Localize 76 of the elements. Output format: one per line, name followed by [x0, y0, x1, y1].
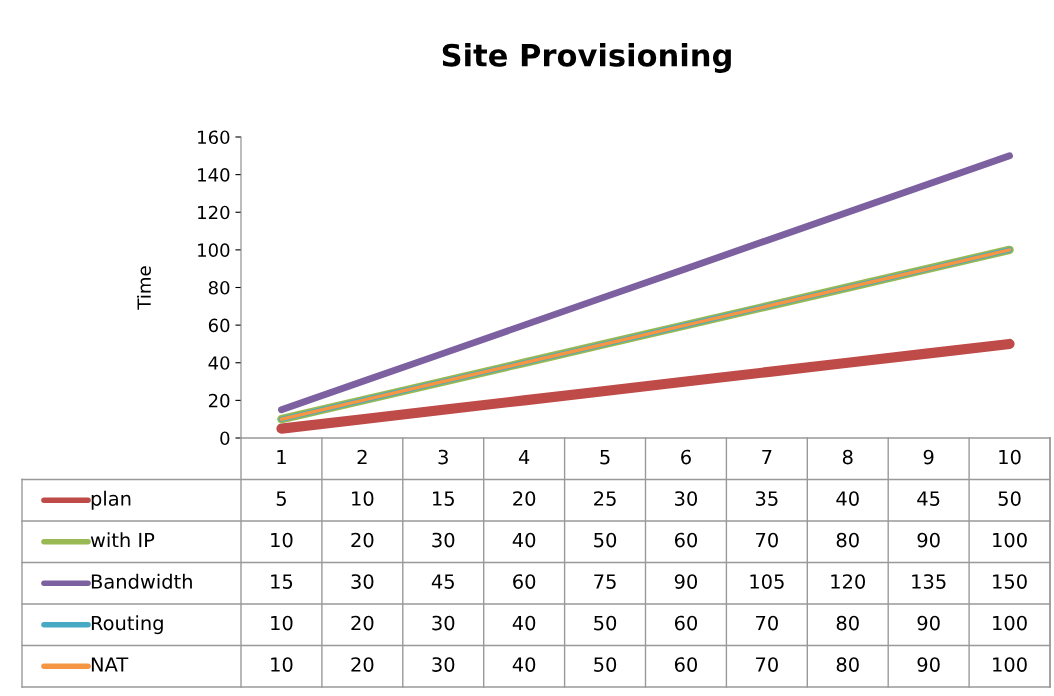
- data-label: 80: [836, 657, 859, 672]
- x-tick-label: 10: [999, 449, 1021, 465]
- data-label: 60: [674, 615, 698, 631]
- data-label: 10: [271, 532, 293, 548]
- y-axis-title: Time: [136, 266, 151, 310]
- y-tick-label: 60: [208, 318, 230, 333]
- legend-label: NAT: [91, 657, 129, 672]
- legend-label: Routing: [91, 615, 163, 635]
- data-label: 30: [432, 615, 455, 631]
- data-label: 105: [750, 574, 784, 589]
- data-label: 75: [594, 574, 616, 589]
- x-tick-label: 8: [842, 449, 853, 465]
- y-tick-label: 100: [198, 243, 230, 257]
- y-tick-label: 0: [220, 431, 230, 446]
- data-label: 60: [674, 657, 698, 672]
- data-label: 100: [993, 657, 1027, 672]
- data-label: 30: [675, 491, 698, 506]
- x-tick-label: 7: [762, 449, 772, 465]
- data-label: 20: [513, 491, 536, 506]
- data-label: 90: [917, 615, 940, 631]
- data-label: 70: [756, 615, 778, 631]
- y-tick-label: 40: [208, 356, 230, 370]
- y-tick-label: 140: [198, 168, 230, 182]
- data-label: 120: [831, 574, 866, 589]
- data-label: 150: [993, 574, 1027, 589]
- x-tick-label: 3: [438, 449, 448, 465]
- data-label: 40: [512, 615, 536, 631]
- data-label: 35: [755, 491, 778, 506]
- data-label: 50: [594, 532, 617, 548]
- data-label: 70: [756, 532, 778, 548]
- x-tick-label: 9: [923, 449, 934, 465]
- y-tick-label: 160: [198, 130, 230, 145]
- data-label: 30: [432, 532, 455, 548]
- legend-label: with IP: [90, 532, 155, 548]
- data-label: 10: [271, 615, 293, 631]
- data-label: 15: [271, 574, 293, 589]
- data-label: 25: [594, 491, 616, 506]
- data-label: 5: [276, 491, 286, 506]
- y-tick-label: 20: [208, 393, 230, 408]
- y-tick-label: 120: [198, 205, 230, 220]
- data-label: 50: [998, 491, 1021, 506]
- data-label: 135: [912, 574, 946, 589]
- data-label: 15: [433, 491, 454, 506]
- data-label: 50: [594, 657, 617, 672]
- x-tick-label: 6: [681, 449, 691, 465]
- legend-label: plan: [91, 490, 131, 510]
- data-label: 60: [513, 574, 536, 589]
- data-label: 45: [431, 574, 454, 589]
- data-label: 30: [432, 657, 455, 672]
- data-label: 40: [512, 532, 536, 548]
- data-label: 70: [756, 657, 778, 672]
- data-label: 90: [917, 657, 940, 672]
- data-label: 10: [352, 491, 374, 506]
- data-label: 20: [351, 615, 374, 631]
- data-label: 80: [836, 532, 859, 548]
- data-label: 90: [674, 574, 698, 589]
- data-label: 100: [993, 615, 1027, 631]
- data-label: 90: [917, 532, 940, 548]
- data-label: 40: [512, 657, 536, 672]
- x-tick-label: 5: [600, 449, 610, 465]
- x-tick-label: 4: [518, 449, 530, 465]
- y-tick-label: 80: [208, 280, 230, 295]
- legend-label: Bandwidth: [91, 573, 192, 589]
- data-label: 80: [836, 615, 859, 631]
- data-label: 20: [351, 532, 374, 548]
- data-label: 60: [674, 532, 698, 548]
- data-label: 20: [351, 657, 374, 672]
- x-tick-label: 2: [357, 449, 367, 465]
- x-tick-label: 1: [277, 449, 286, 465]
- data-label: 50: [594, 615, 617, 631]
- data-label: 30: [351, 574, 374, 589]
- chart-title: Site Provisioning: [442, 43, 731, 73]
- data-label: 40: [836, 491, 859, 506]
- data-label: 10: [271, 657, 293, 672]
- data-label: 100: [993, 532, 1027, 548]
- data-label: 45: [917, 491, 940, 506]
